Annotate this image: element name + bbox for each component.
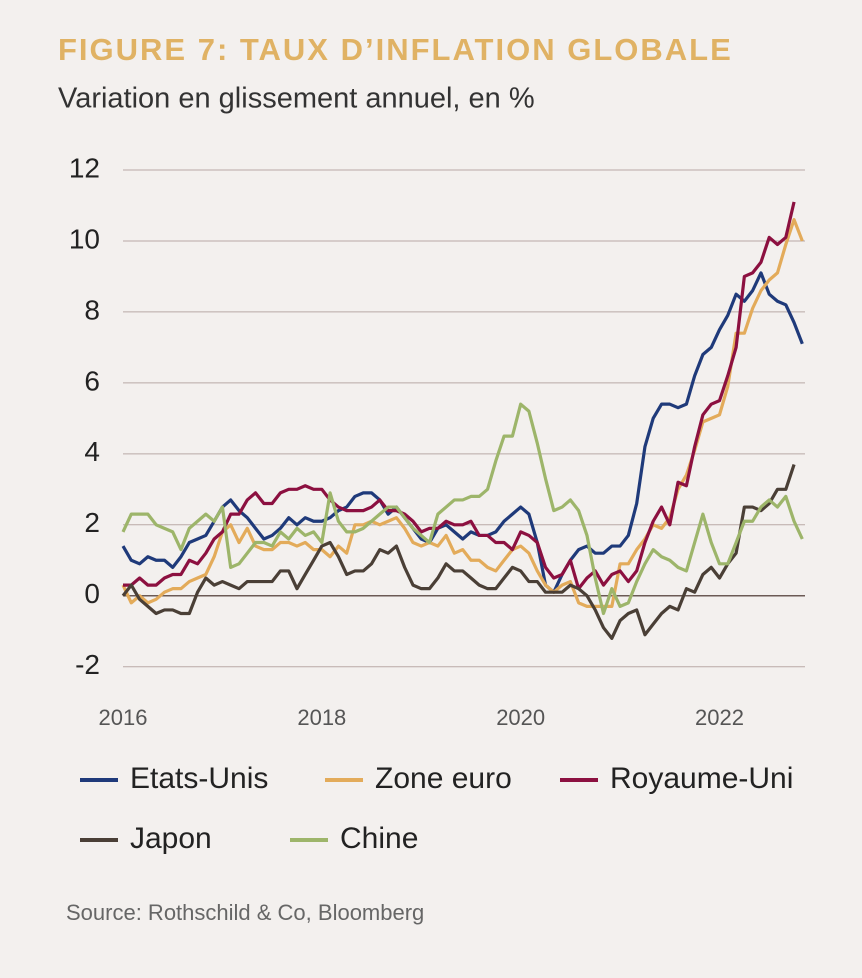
legend-label: Japon xyxy=(130,822,212,855)
series-line xyxy=(121,271,804,594)
x-tick-label: 2020 xyxy=(496,705,545,730)
chart-subtitle: Variation en glissement annuel, en % xyxy=(58,83,535,115)
legend-label: Etats-Unis xyxy=(130,762,268,795)
x-tick-label: 2022 xyxy=(695,705,744,730)
legend-label: Chine xyxy=(340,822,418,855)
y-tick-label: -2 xyxy=(75,649,100,680)
x-tick-label: 2016 xyxy=(99,705,148,730)
y-tick-label: 8 xyxy=(84,294,100,325)
chart-title: FIGURE 7: TAUX D’INFLATION GLOBALE xyxy=(58,32,733,67)
legend-label: Royaume-Uni xyxy=(610,762,793,795)
y-tick-label: 0 xyxy=(84,578,100,609)
source-note: Source: Rothschild & Co, Bloomberg xyxy=(66,900,424,925)
legend-label: Zone euro xyxy=(375,762,512,795)
y-tick-label: 4 xyxy=(84,436,100,467)
series-line xyxy=(121,463,796,640)
y-tick-label: 6 xyxy=(84,365,100,396)
y-tick-label: 12 xyxy=(69,152,100,183)
y-tick-label: 2 xyxy=(84,507,100,538)
series-line xyxy=(121,402,804,616)
x-tick-label: 2018 xyxy=(297,705,346,730)
y-tick-label: 10 xyxy=(69,223,100,254)
series-line xyxy=(123,201,796,591)
